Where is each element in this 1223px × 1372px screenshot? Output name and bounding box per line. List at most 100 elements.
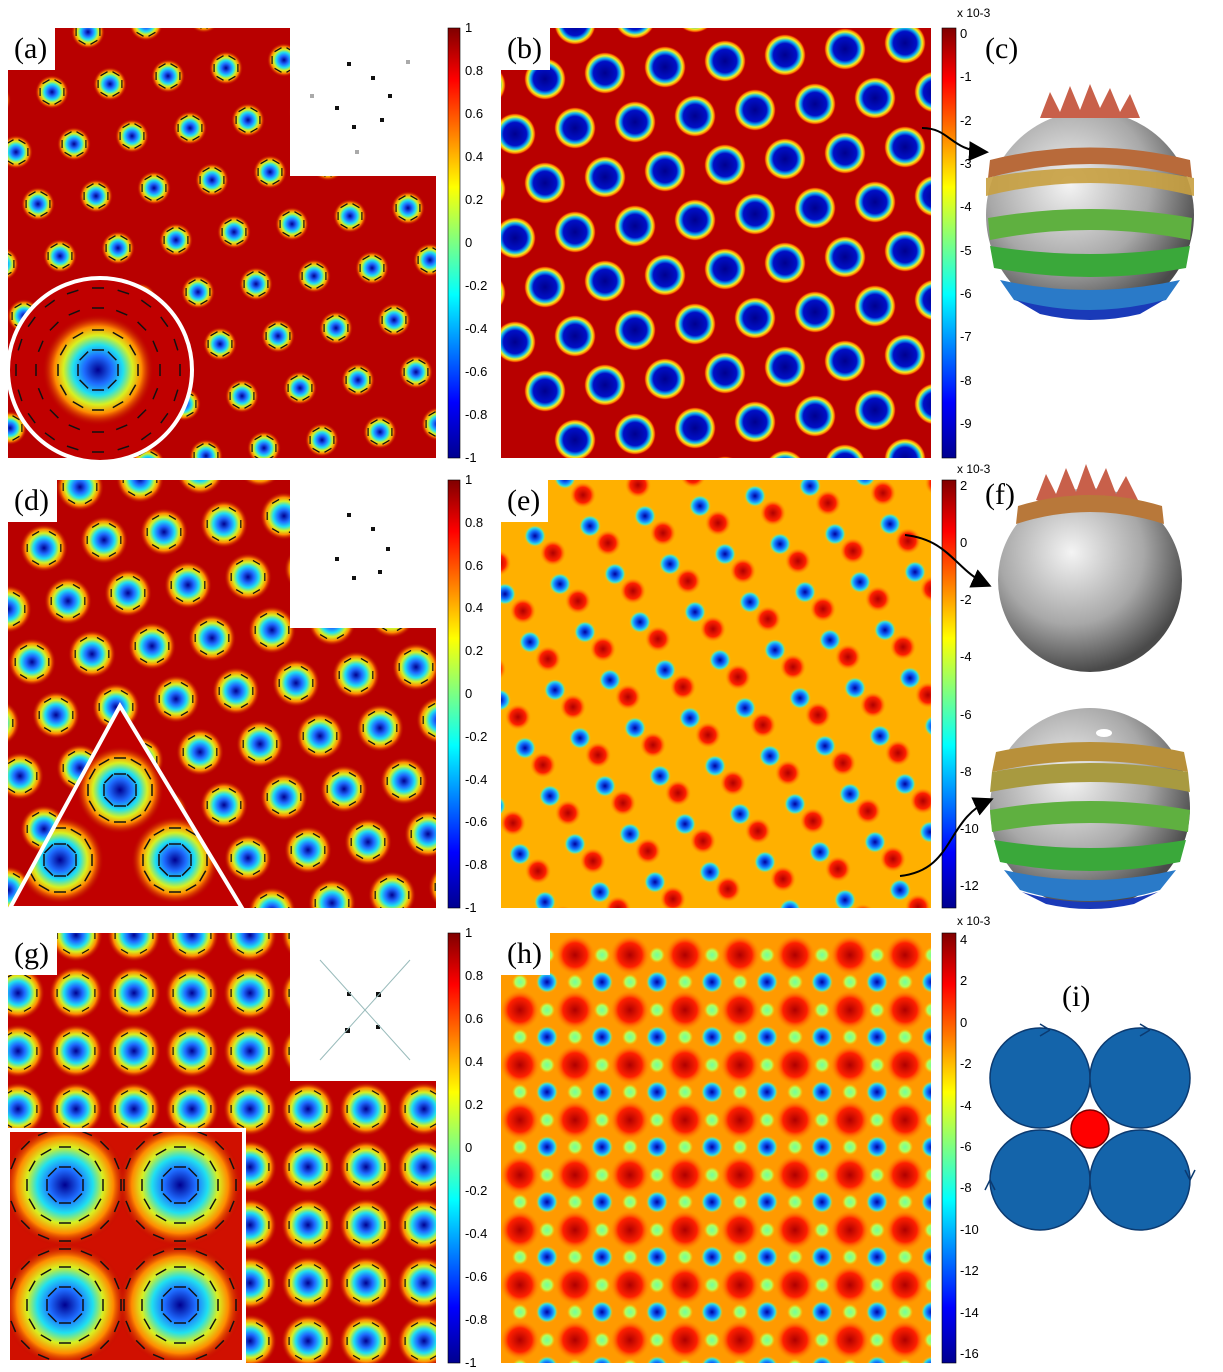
density-dot-cyan	[759, 947, 775, 963]
skyrmion	[8, 702, 20, 744]
density-dot-blue	[591, 971, 613, 993]
colorbar-tick-e: -4	[960, 649, 972, 665]
colorbar-tick-d: -0.8	[465, 857, 488, 873]
spin-arrow	[488, 1265, 495, 1269]
density-dot-blue	[976, 1246, 998, 1268]
spin-arrow	[199, 28, 202, 29]
spin-arrow	[103, 689, 112, 695]
spin-arrow	[62, 1032, 71, 1038]
spin-arrow	[410, 195, 418, 201]
spin-arrow	[411, 917, 418, 921]
density-dot-red	[580, 848, 606, 874]
spin-arrow	[488, 917, 495, 921]
density-dot-blue	[921, 971, 931, 993]
spin-arrow	[196, 443, 204, 449]
spin-arrow	[88, 768, 96, 780]
spin-arrow	[134, 143, 142, 149]
density-dot-red	[610, 1210, 650, 1250]
density-dot-cyan	[732, 1194, 748, 1210]
spin-arrow	[410, 1122, 419, 1128]
spin-arrow	[253, 16, 260, 20]
spin-arrow	[158, 843, 169, 854]
spin-arrow	[488, 1297, 495, 1301]
spin-arrow	[120, 689, 129, 695]
density-dot-red	[730, 558, 756, 584]
colorbar-tick-h: -12	[960, 1263, 979, 1279]
density-dot	[501, 71, 506, 99]
spin-arrow	[180, 711, 189, 717]
density-dot	[794, 0, 836, 21]
density-dot-blue	[764, 639, 786, 661]
spin-arrow	[37, 926, 44, 930]
density-dot-cyan	[979, 1332, 995, 1348]
spin-arrow	[415, 846, 424, 852]
density-dot	[644, 46, 686, 88]
density-dot-blue	[921, 1301, 931, 1323]
density-dot-red	[720, 1045, 760, 1085]
spin-arrow	[97, 918, 104, 922]
spin-arrow	[255, 1122, 264, 1128]
skyrmion	[140, 508, 188, 556]
spin-arrow	[108, 255, 116, 261]
density-dot-red	[745, 818, 771, 844]
spin-arrow	[236, 219, 244, 225]
spin-arrow	[8, 1090, 13, 1094]
spin-arrow	[72, 583, 81, 589]
density-dot-blue	[534, 891, 556, 908]
spin-arrow	[49, 409, 59, 419]
spin-arrow	[312, 862, 321, 868]
spin-arrow	[48, 811, 57, 817]
spin-arrow	[66, 289, 79, 295]
density-dot-cyan	[732, 1029, 748, 1045]
density-dot-blue	[591, 1246, 613, 1268]
density-dot-red	[690, 828, 716, 854]
spin-arrow	[312, 832, 321, 838]
spin-arrow	[160, 412, 169, 424]
density-dot-red	[915, 682, 931, 708]
spin-arrow	[228, 55, 236, 61]
spin-arrow	[94, 1198, 102, 1210]
spin-arrow	[391, 793, 400, 799]
spin-arrow	[250, 107, 258, 113]
density-dot-blue	[866, 1301, 888, 1323]
density-dot	[884, 334, 926, 376]
spin-arrow	[143, 1198, 151, 1210]
spin-arrow	[313, 1354, 322, 1360]
spin-arrow	[415, 816, 424, 822]
spin-arrow	[440, 870, 447, 874]
skyrmion	[8, 585, 32, 633]
spin-arrow	[48, 530, 57, 536]
spin-arrow	[294, 1090, 303, 1096]
spin-arrow	[168, 544, 177, 550]
density-dot-blue	[921, 1356, 931, 1363]
spin-arrow	[139, 1064, 148, 1070]
density-dot-cyan	[842, 1304, 858, 1320]
spin-arrow	[43, 727, 52, 733]
colorbar-tick-d: 1	[465, 472, 473, 487]
density-dot-cyan	[513, 1359, 527, 1363]
density-dot-cyan	[512, 1194, 528, 1210]
density-dot-blue	[904, 561, 926, 583]
spin-arrow	[324, 748, 333, 754]
colorbar-tick-g: -0.8	[465, 1312, 488, 1327]
spin-arrow	[31, 811, 40, 817]
density-dot-blue	[536, 1301, 558, 1323]
spin-arrow	[12, 415, 20, 421]
density-dot-red	[830, 935, 870, 975]
spin-arrow	[216, 650, 225, 656]
spin-arrow	[479, 260, 486, 264]
spin-arrow	[290, 395, 298, 401]
density-dot-blue	[734, 697, 756, 719]
density-dot-cyan	[869, 1112, 885, 1128]
skyrmion	[272, 659, 320, 707]
density-dot-cyan	[787, 1139, 803, 1155]
density-dot	[681, 28, 709, 33]
density-dot-blue	[756, 1081, 778, 1103]
density-dot-blue	[921, 1026, 931, 1048]
density-dot-red	[565, 588, 591, 614]
fft-inset-a	[290, 28, 436, 176]
spin-arrow	[199, 620, 208, 626]
spin-arrow	[100, 91, 108, 97]
density-dot-cyan	[869, 947, 885, 963]
density-dot-blue	[814, 735, 836, 757]
